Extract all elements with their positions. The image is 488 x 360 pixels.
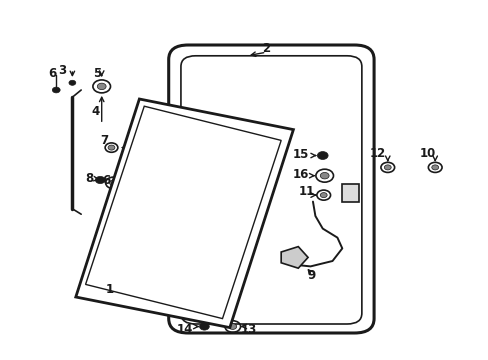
Text: 10: 10 [419,147,435,159]
Circle shape [199,323,209,330]
Text: 13: 13 [240,323,256,336]
Text: 2: 2 [262,42,270,55]
Text: 11: 11 [298,185,314,198]
Text: 8: 8 [85,172,93,185]
Circle shape [317,152,327,159]
Text: 9: 9 [307,269,315,282]
Circle shape [109,180,117,186]
Circle shape [108,145,115,150]
Text: 4: 4 [91,105,99,118]
Text: 15: 15 [292,148,308,161]
Circle shape [431,165,438,170]
FancyBboxPatch shape [168,45,373,333]
Circle shape [320,193,326,198]
Circle shape [69,80,76,85]
Text: 16: 16 [292,168,308,181]
Circle shape [228,324,236,329]
Text: 6: 6 [49,67,57,80]
Polygon shape [76,99,293,328]
Polygon shape [342,184,359,202]
Circle shape [384,165,390,170]
Text: 3: 3 [59,64,66,77]
Polygon shape [281,247,307,268]
Text: 12: 12 [369,147,386,159]
Text: 5: 5 [93,67,101,80]
Text: 14: 14 [176,323,193,336]
Text: 1: 1 [106,283,114,296]
FancyBboxPatch shape [181,56,361,324]
Circle shape [95,176,105,184]
Circle shape [320,172,328,179]
Circle shape [97,83,106,90]
Circle shape [52,87,60,93]
Text: 7: 7 [100,134,108,147]
Text: 6: 6 [102,174,110,187]
